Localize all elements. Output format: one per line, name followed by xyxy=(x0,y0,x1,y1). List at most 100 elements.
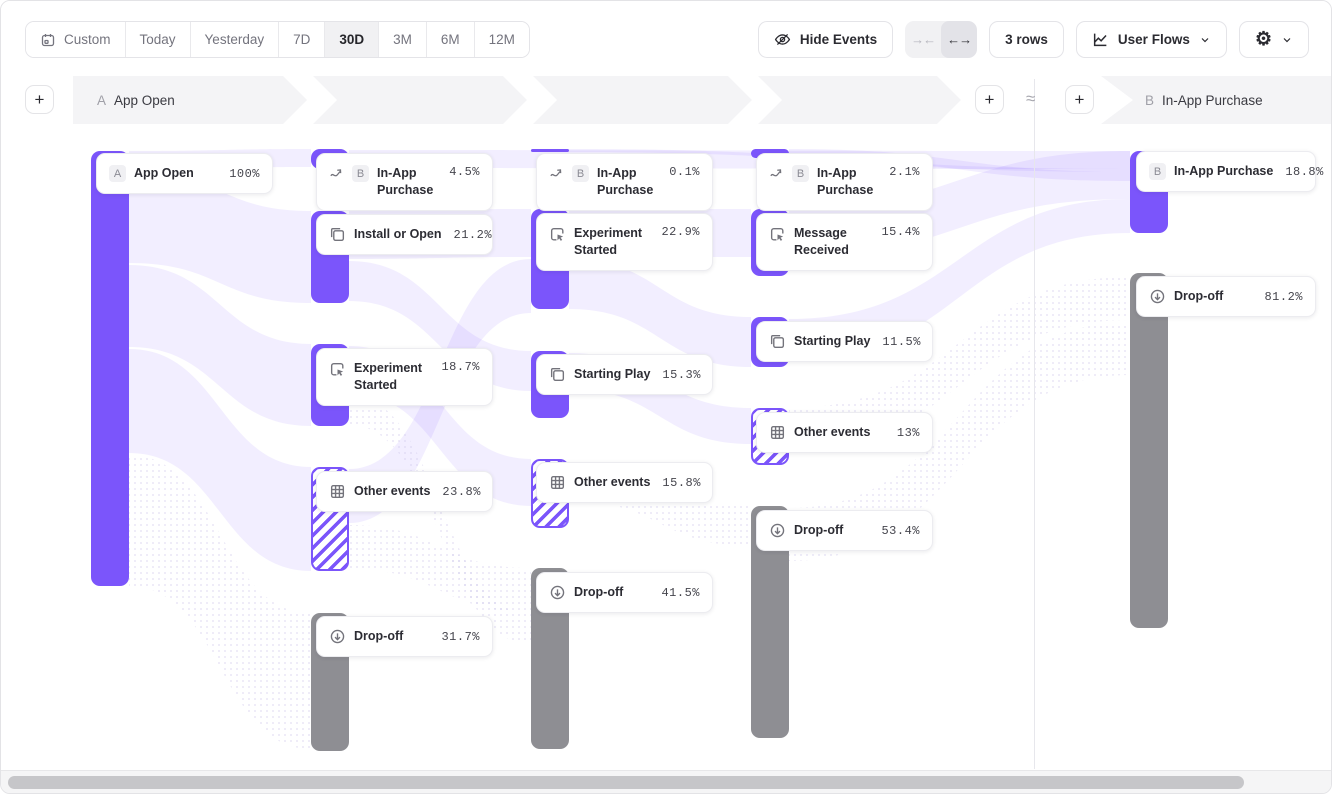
node-card-in-app-purchase[interactable]: B In-App Purchase 2.1% xyxy=(756,153,933,211)
range-7d-button[interactable]: 7D xyxy=(278,22,325,57)
flow-arrow-icon xyxy=(549,166,564,181)
node-card-other-events[interactable]: Other events 13% xyxy=(756,412,933,453)
range-today-button[interactable]: Today xyxy=(124,22,190,57)
node-card-drop-off[interactable]: Drop-off 53.4% xyxy=(756,510,933,551)
range-custom-button[interactable]: Custom xyxy=(26,22,125,57)
node-label: In-App Purchase xyxy=(817,166,874,197)
step-banner-2[interactable] xyxy=(313,76,527,124)
node-card-in-app-purchase[interactable]: B In-App Purchase 18.8% xyxy=(1136,151,1323,192)
node-percent: 23.8% xyxy=(442,484,481,499)
range-yesterday-button[interactable]: Yesterday xyxy=(189,22,279,57)
hide-events-button[interactable]: Hide Events xyxy=(757,21,894,58)
view-selector-label: User Flows xyxy=(1117,32,1190,47)
flow-header: + A App Open + ≈ + B In-App Purchase xyxy=(1,76,1331,124)
step-banner-app-open[interactable]: A App Open xyxy=(73,76,307,124)
event-badge-B: B xyxy=(792,165,809,182)
horizontal-scrollbar-track[interactable] xyxy=(1,770,1331,793)
node-card-starting-play[interactable]: Starting Play 11.5% xyxy=(756,321,933,362)
chevron-down-icon xyxy=(1199,34,1211,46)
event-badge-B: B xyxy=(572,165,589,182)
panel-divider xyxy=(1034,79,1035,769)
flow-arrow-icon xyxy=(769,166,784,181)
node-card-in-app-purchase[interactable]: B In-App Purchase 0.1% xyxy=(536,153,713,211)
node-percent: 15.8% xyxy=(662,475,701,490)
node-percent: 31.7% xyxy=(441,629,480,644)
click-icon xyxy=(549,226,566,243)
step-banner-3[interactable] xyxy=(533,76,752,124)
node-label: Experiment Started xyxy=(354,361,423,392)
add-step-end-button[interactable]: + xyxy=(975,85,1004,114)
range-30d-button[interactable]: 30D xyxy=(324,22,379,57)
click-icon xyxy=(769,226,786,243)
add-goal-step-button[interactable]: + xyxy=(1065,85,1094,114)
node-card-starting-play[interactable]: Starting Play 15.3% xyxy=(536,354,713,395)
node-label: Other events xyxy=(794,425,871,440)
node-label: Drop-off xyxy=(794,523,844,538)
node-card-drop-off[interactable]: Drop-off 31.7% xyxy=(316,616,493,657)
column-width-toggle: →← ←→ xyxy=(905,21,978,58)
node-card-install-or-open[interactable]: Install or Open 21.2% xyxy=(316,214,493,255)
node-percent: 100% xyxy=(229,166,260,181)
event-badge-A: A xyxy=(109,165,126,182)
node-label: Other events xyxy=(354,484,431,499)
node-percent: 15.3% xyxy=(662,367,701,382)
node-card-other-events[interactable]: Other events 15.8% xyxy=(536,462,713,503)
goal-badge: B xyxy=(1145,92,1155,108)
step-banner-4[interactable] xyxy=(758,76,961,124)
node-card-drop-off[interactable]: Drop-off 81.2% xyxy=(1136,276,1316,317)
node-card-other-events[interactable]: Other events 23.8% xyxy=(316,471,493,512)
range-6m-button[interactable]: 6M xyxy=(425,22,474,57)
node-percent: 21.2% xyxy=(453,227,493,242)
goal-banner-in-app-purchase[interactable]: B In-App Purchase xyxy=(1101,76,1331,124)
node-card-experiment-started[interactable]: Experiment Started 22.9% xyxy=(536,213,713,271)
calendar-icon xyxy=(40,32,56,48)
approx-symbol: ≈ xyxy=(1026,89,1036,108)
node-percent: 0.1% xyxy=(669,165,700,179)
flow-arrow-icon xyxy=(329,166,344,181)
flow-ribbon xyxy=(789,322,1130,561)
event-badge-B: B xyxy=(1149,163,1166,180)
flow-ribbon xyxy=(789,199,1130,361)
chart-icon xyxy=(1092,31,1109,48)
gear-icon: ⚙ xyxy=(1254,29,1272,50)
goal-label: In-App Purchase xyxy=(1162,92,1263,108)
range-12m-button[interactable]: 12M xyxy=(473,22,529,57)
node-card-message-received[interactable]: Message Received 15.4% xyxy=(756,213,933,271)
flow-ribbon xyxy=(129,171,311,303)
step-label: App Open xyxy=(114,92,175,108)
node-label: In-App Purchase xyxy=(597,166,654,197)
copy-icon xyxy=(329,226,346,243)
horizontal-scrollbar-thumb[interactable] xyxy=(8,776,1244,789)
add-step-start-button[interactable]: + xyxy=(25,85,54,114)
node-percent: 15.4% xyxy=(881,225,920,239)
node-card-in-app-purchase[interactable]: B In-App Purchase 4.5% xyxy=(316,153,493,211)
node-card-app-open[interactable]: A App Open 100% xyxy=(96,153,273,194)
range-3m-button[interactable]: 3M xyxy=(378,22,426,57)
flow-ribbon xyxy=(789,277,1130,451)
node-label: Drop-off xyxy=(574,585,624,600)
settings-dropdown[interactable]: ⚙ xyxy=(1238,21,1309,58)
view-selector-dropdown[interactable]: User Flows xyxy=(1075,21,1227,58)
grid-icon xyxy=(329,483,346,500)
node-percent: 11.5% xyxy=(882,334,921,349)
node-percent: 18.8% xyxy=(1285,164,1324,179)
dropoff-icon xyxy=(1149,288,1166,305)
node-label: Install or Open xyxy=(354,227,442,242)
eye-off-icon xyxy=(774,31,791,48)
sankey-bar-app-open[interactable] xyxy=(91,151,129,586)
node-label: Starting Play xyxy=(794,334,871,349)
step-badge: A xyxy=(97,92,107,108)
rows-button[interactable]: 3 rows xyxy=(989,21,1064,58)
flow-ribbon xyxy=(129,455,311,749)
collapse-columns-button[interactable]: →← xyxy=(905,21,941,58)
node-card-experiment-started[interactable]: Experiment Started 18.7% xyxy=(316,348,493,406)
node-card-drop-off[interactable]: Drop-off 41.5% xyxy=(536,572,713,613)
node-percent: 53.4% xyxy=(881,523,920,538)
node-percent: 22.9% xyxy=(661,225,700,239)
node-percent: 2.1% xyxy=(889,165,920,179)
expand-columns-button[interactable]: ←→ xyxy=(941,21,978,58)
sankey-bar-drop-off[interactable] xyxy=(1130,273,1168,628)
sankey-bar-in-app-purchase[interactable] xyxy=(531,149,569,152)
